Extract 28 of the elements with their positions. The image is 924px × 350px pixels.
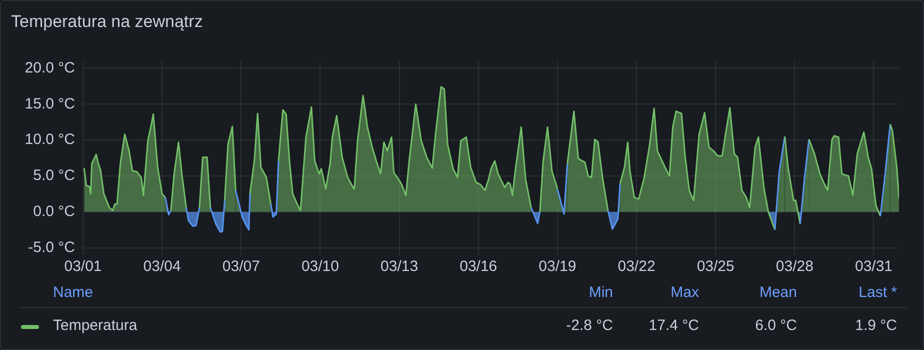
- y-tick-label: 20.0 °C: [24, 59, 76, 76]
- x-tick-label: 03/01: [64, 258, 102, 276]
- x-tick-label: 03/04: [143, 258, 181, 276]
- text: -2.8 °C: [566, 317, 613, 334]
- y-tick-label: -5.0 °C: [28, 238, 76, 256]
- text: Last *: [858, 284, 897, 301]
- x-tick-label: 03/22: [618, 258, 656, 276]
- y-tick-label: 5.0 °C: [33, 167, 76, 184]
- y-tick-label: 10.0 °C: [24, 131, 76, 148]
- y-tick-label: 0.0 °C: [33, 203, 76, 220]
- y-tick-label: 15.0 °C: [24, 95, 76, 112]
- text: Name: [53, 284, 94, 301]
- x-tick-label: 03/31: [854, 258, 893, 276]
- text: Min: [588, 284, 613, 301]
- x-tick-label: 03/28: [776, 258, 814, 276]
- x-tick-label: 03/13: [380, 258, 418, 276]
- x-tick-label: 03/19: [538, 258, 576, 276]
- x-tick-label: 03/07: [222, 258, 260, 276]
- x-tick-label: 03/25: [696, 258, 734, 276]
- legend-label: Temperatura: [53, 317, 138, 334]
- x-tick-label: 03/10: [301, 258, 339, 276]
- text: 17.4 °C: [648, 317, 699, 334]
- text: 1.9 °C: [855, 317, 897, 334]
- text: 6.0 °C: [755, 317, 797, 334]
- text: Max: [670, 284, 699, 301]
- x-tick-label: 03/16: [460, 258, 498, 276]
- chart-title: Temperatura na zewnątrz: [11, 12, 203, 32]
- text: Mean: [759, 284, 797, 301]
